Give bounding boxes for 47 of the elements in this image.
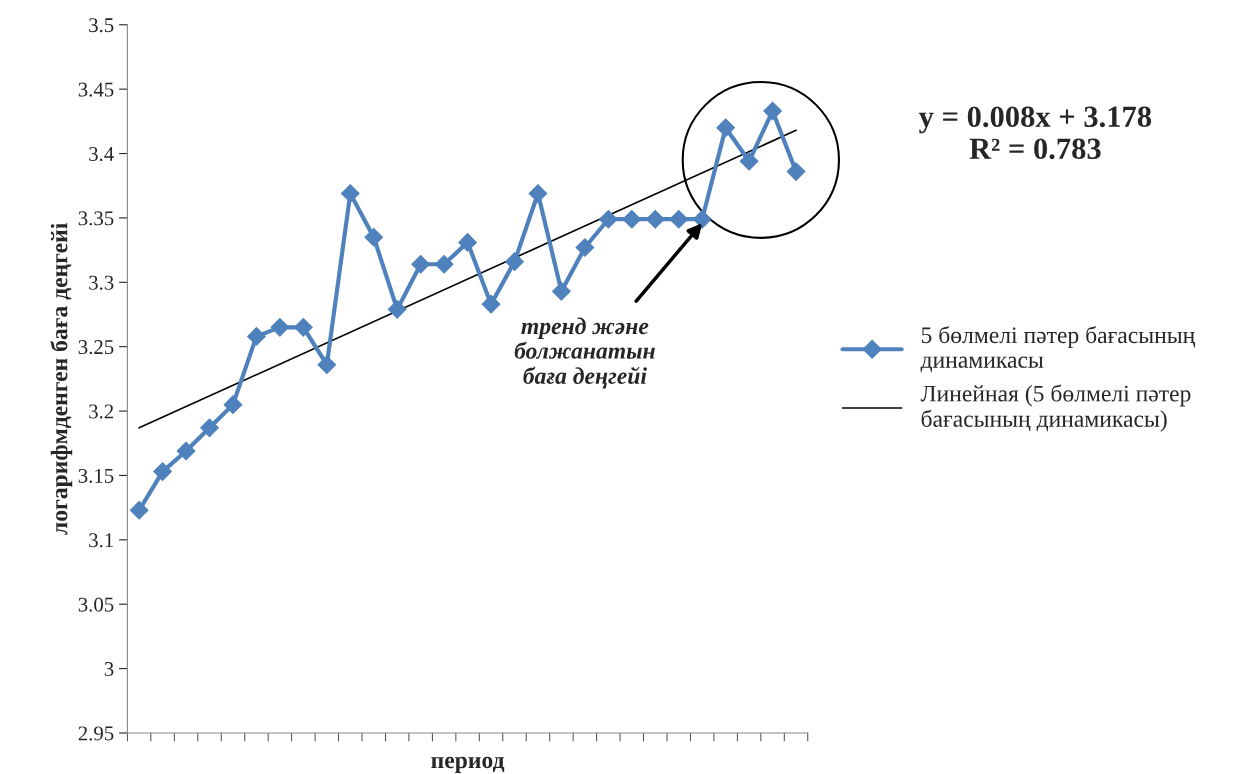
point bbox=[458, 233, 477, 252]
y-tick-label: 3.3 bbox=[89, 275, 114, 290]
point bbox=[434, 254, 454, 274]
point bbox=[340, 184, 360, 203]
y-tick-label: 3.1 bbox=[89, 533, 113, 548]
point bbox=[223, 395, 243, 414]
point bbox=[505, 252, 524, 272]
y-tick-label: 3 bbox=[104, 662, 114, 677]
legend-label: Линейная (5 бөлмелі пәтер бағасының динамикасы) bbox=[920, 384, 1191, 432]
point bbox=[153, 462, 172, 481]
text: y = 0.008x + 3.178 R² = 0.783 bbox=[918, 106, 1152, 160]
point bbox=[528, 184, 548, 203]
point bbox=[575, 238, 595, 257]
point bbox=[645, 209, 665, 229]
point bbox=[270, 318, 290, 337]
point bbox=[387, 299, 407, 319]
point bbox=[200, 418, 219, 438]
point bbox=[129, 500, 149, 520]
y-tick-label: 3.4 bbox=[89, 146, 114, 162]
y-tick-label: 2.95 bbox=[78, 726, 114, 741]
point bbox=[247, 327, 266, 346]
y-axis-title: логарифмденген баға деңгейі bbox=[50, 223, 73, 535]
point bbox=[598, 209, 618, 229]
y-tick-label: 3.5 bbox=[89, 18, 114, 33]
legend-label: 5 бөлмелі пәтер бағасының динамикасы bbox=[920, 326, 1196, 373]
point bbox=[622, 209, 642, 229]
point bbox=[317, 355, 337, 375]
point bbox=[411, 254, 431, 274]
point bbox=[294, 318, 313, 337]
point bbox=[481, 294, 501, 314]
y-tick-label: 3.25 bbox=[78, 340, 114, 355]
point bbox=[669, 209, 689, 229]
point bbox=[716, 118, 736, 138]
point bbox=[763, 101, 782, 121]
y-tick-label: 3.35 bbox=[78, 211, 114, 226]
point bbox=[786, 162, 806, 181]
y-tick-label: 3.2 bbox=[89, 404, 114, 419]
point bbox=[739, 151, 759, 171]
point bbox=[364, 227, 384, 247]
point bbox=[552, 281, 571, 301]
x-axis-title: период bbox=[431, 756, 505, 773]
point bbox=[176, 441, 196, 461]
y-tick-label: 3.15 bbox=[78, 468, 114, 483]
y-tick-label: 3.45 bbox=[78, 82, 114, 97]
point bbox=[692, 209, 712, 229]
annotation: тренд және болжанатын баға деңгейі bbox=[514, 317, 655, 389]
y-tick-label: 3.05 bbox=[78, 597, 114, 612]
